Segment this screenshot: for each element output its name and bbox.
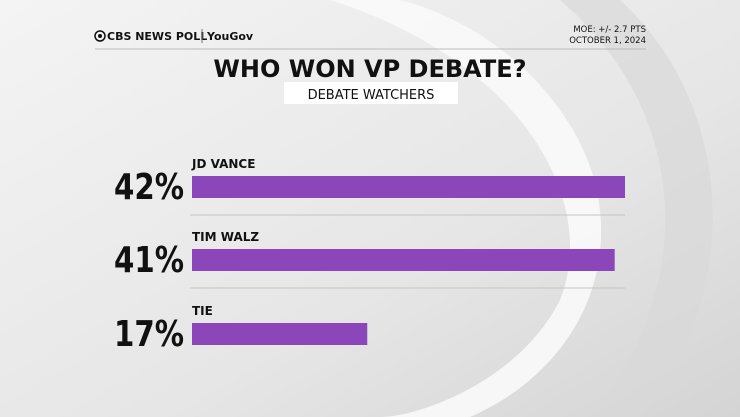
brand: YouGov (206, 30, 254, 43)
value-label: 42% (114, 167, 184, 208)
note: OCTOBER 1, 2024 (569, 36, 646, 46)
brand: CBS NEWS POLL (107, 30, 207, 43)
bar (192, 176, 625, 198)
subtitle: DEBATE WATCHERS (308, 88, 435, 103)
bar (192, 249, 615, 271)
bar (192, 323, 368, 345)
swoosh (560, 0, 713, 417)
value-label: 41% (114, 240, 184, 281)
chart-title: WHO WON VP DEBATE? (213, 55, 526, 83)
category-label: JD VANCE (191, 157, 255, 171)
category-label: TIM WALZ (192, 230, 259, 244)
note: MOE: +/- 2.7 PTS (573, 25, 646, 35)
subtitle-box (284, 82, 458, 104)
value-label: 17% (114, 314, 184, 355)
category-label: TIE (192, 304, 213, 318)
cbs-eye (94, 30, 106, 42)
swoosh (330, 0, 602, 417)
